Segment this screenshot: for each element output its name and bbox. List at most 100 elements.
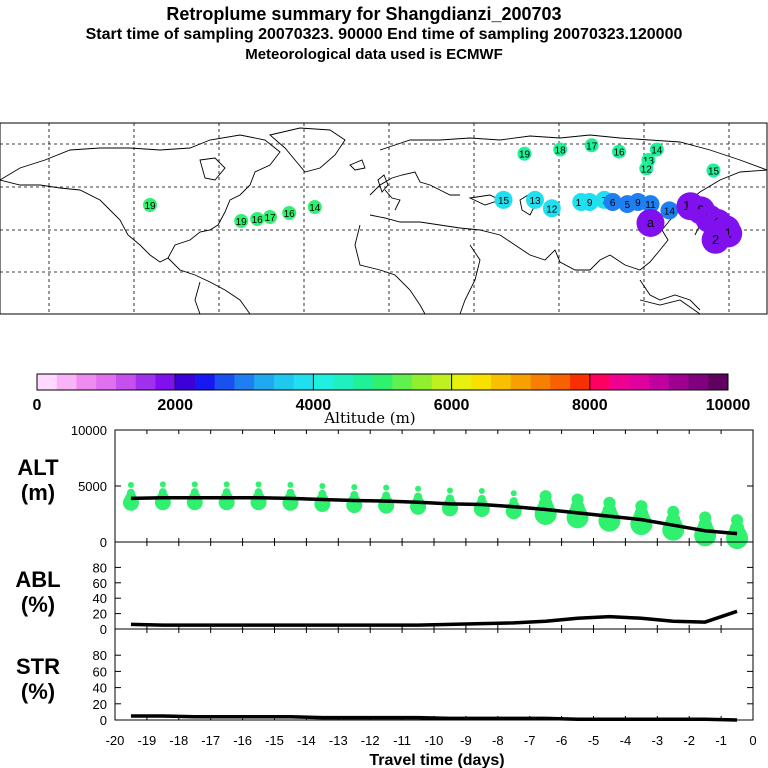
- colorbar-swatch: [155, 374, 176, 390]
- map-panel: 1918171614131215191916171614151312109765…: [0, 122, 768, 315]
- colorbar-swatch: [115, 374, 137, 390]
- colorbar-swatch: [629, 374, 650, 390]
- x-tick-label: -16: [233, 733, 252, 748]
- x-tick-label: -3: [652, 733, 664, 748]
- plume-marker: [603, 193, 622, 211]
- panel-frame: [114, 628, 754, 721]
- x-tick-label: -14: [297, 733, 316, 748]
- plume-marker: [584, 138, 599, 153]
- altitude-colorbar: 0 2000 4000 6000 8000 10000 Altitude (m): [33, 373, 750, 427]
- alt-spread-marker: [319, 483, 326, 489]
- x-tick-label: -5: [588, 733, 600, 748]
- x-tick-label: -7: [524, 733, 536, 748]
- y-tick-label: 10000: [71, 423, 107, 438]
- alt-spread-marker: [158, 488, 167, 497]
- colorbar-swatch: [273, 374, 295, 390]
- alt-spread-marker: [351, 484, 358, 491]
- y-tick-label: 20: [93, 607, 107, 622]
- x-tick-label: -12: [361, 733, 380, 748]
- plume-day-label: a: [647, 215, 655, 230]
- alt-spread-marker: [667, 505, 680, 518]
- y-tick-label: 0: [100, 622, 107, 637]
- alt-spread-marker: [699, 511, 712, 524]
- plume-day-label: 14: [309, 203, 321, 214]
- x-tick-label: -11: [393, 733, 411, 748]
- plume-day-label: 1: [725, 226, 732, 241]
- plume-day-label: 9: [635, 198, 641, 209]
- x-tick-label: -6: [556, 733, 568, 748]
- colorbar-tick-label: 2000: [157, 397, 193, 414]
- alt-spread-marker: [286, 488, 295, 497]
- colorbar-swatch: [313, 374, 334, 390]
- alt-spread-marker: [191, 481, 198, 488]
- x-tick-label: -9: [460, 733, 472, 748]
- colorbar-swatch: [293, 374, 314, 390]
- plume-marker: [234, 214, 249, 228]
- plume-marker: [612, 144, 626, 159]
- plume-day-label: 19: [144, 201, 156, 212]
- panel-frame: [114, 541, 754, 630]
- plume-day-label: 12: [546, 204, 558, 215]
- y-tick-label: 40: [93, 591, 107, 606]
- colorbar-swatch: [194, 374, 216, 390]
- colorbar-swatch: [649, 374, 670, 390]
- colorbar-swatch: [471, 374, 492, 390]
- plume-marker: [307, 200, 322, 214]
- plume-day-label: 16: [613, 148, 625, 159]
- panel-frame: [114, 429, 754, 543]
- y-tick-label: 60: [93, 576, 107, 591]
- series-line-str: [130, 714, 738, 722]
- alt-spread-marker: [222, 488, 231, 497]
- alt-spread-marker: [318, 489, 327, 498]
- alt-spread-marker: [446, 487, 453, 494]
- plume-day-label: 14: [651, 146, 663, 157]
- colorbar-swatch: [431, 374, 453, 390]
- plume-day-label: 9: [587, 198, 593, 209]
- alt-spread-marker: [350, 490, 359, 499]
- plume-marker: [706, 163, 721, 178]
- colorbar-tick-label: 4000: [296, 397, 332, 414]
- panel-unit: (%): [21, 679, 55, 704]
- colorbar-swatch: [491, 374, 512, 390]
- alt-spread-marker: [126, 488, 135, 497]
- plume-day-label: 15: [498, 196, 510, 207]
- plume-day-label: 12: [641, 164, 653, 175]
- colorbar-swatch: [372, 374, 393, 390]
- alt-spread-marker: [254, 488, 263, 497]
- colorbar-swatch: [254, 374, 275, 390]
- plume-marker: [649, 142, 664, 157]
- plume-day-label: 17: [264, 213, 276, 224]
- colorbar-swatch: [96, 374, 117, 390]
- plume-markers: 1918171614131215191916171614151312109765…: [143, 138, 743, 254]
- alt-spread-marker: [509, 497, 518, 506]
- alt-spread-marker: [731, 514, 744, 527]
- plume-day-label: 5: [625, 200, 631, 211]
- colorbar-swatch: [708, 374, 729, 390]
- plume-marker: [542, 199, 561, 218]
- x-axis-label: Travel time (days): [369, 752, 504, 768]
- alt-spread-marker: [539, 490, 552, 503]
- colorbar-swatch: [234, 374, 255, 390]
- y-tick-label: 80: [93, 560, 107, 575]
- alt-spread-marker: [603, 496, 616, 509]
- plume-marker: [701, 225, 730, 254]
- plume-marker: [282, 206, 297, 220]
- y-tick-label: 80: [93, 648, 107, 663]
- panel-label: STR: [16, 654, 60, 679]
- plume-day-label: 13: [529, 196, 541, 207]
- x-tick-label: -13: [329, 733, 348, 748]
- time-series-panels: ALT(m)0500010000ABL(%)020406080STR(%)020…: [15, 423, 756, 768]
- plume-marker: [639, 161, 654, 176]
- plume-day-label: 6: [610, 198, 616, 209]
- colorbar-tick-label: 0: [33, 397, 42, 414]
- colorbar-tick-label: 6000: [434, 397, 470, 414]
- colorbar-swatch: [510, 374, 532, 390]
- plume-day-label: 11: [645, 200, 656, 211]
- x-tick-label: -2: [683, 733, 695, 748]
- colorbar-swatch: [352, 374, 374, 390]
- colorbar-title: Altitude (m): [323, 409, 415, 427]
- panel-label: ALT: [17, 455, 59, 480]
- colorbar-swatch: [56, 374, 77, 390]
- alt-spread-marker: [510, 490, 517, 497]
